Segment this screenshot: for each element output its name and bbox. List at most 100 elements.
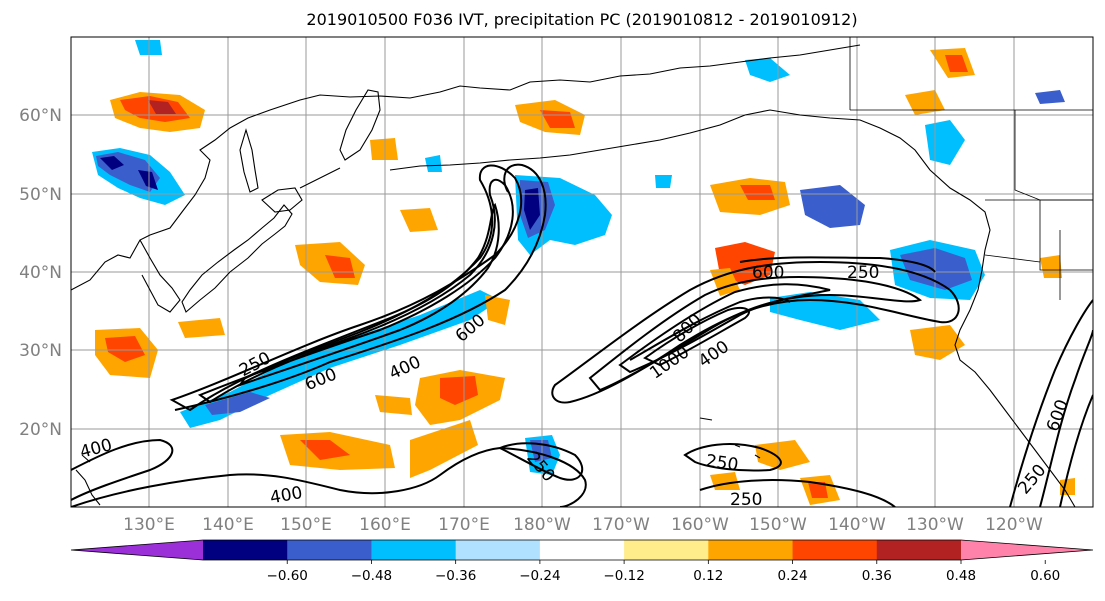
- ivt-contour-west-600: [237, 202, 500, 387]
- coastlines: [71, 44, 1076, 507]
- lon-label: 140°W: [828, 515, 886, 535]
- precip-negative-shading: [92, 40, 1065, 475]
- lon-label: 150°E: [280, 515, 332, 535]
- borders: [849, 37, 1093, 300]
- pos-anomaly-south-east-core: [808, 482, 828, 498]
- pos-anomaly-small-2: [370, 138, 398, 160]
- japan-hokkaido: [261, 187, 303, 213]
- lon-label: 120°W: [985, 515, 1043, 535]
- ivt-contour-west-250: [169, 164, 523, 412]
- pos-anomaly-gulf-alaska-core: [740, 185, 775, 200]
- colorbar-extend-low: [71, 540, 203, 560]
- lon-label: 160°E: [359, 515, 411, 535]
- contour-label: 250: [847, 263, 879, 283]
- ivt-contour-west-400: [197, 178, 514, 404]
- lon-label: 170°W: [592, 515, 650, 535]
- neg-anomaly-peak-2: [138, 170, 158, 190]
- ivt-contour-south-east-2: [699, 479, 896, 507]
- ivt-contours: [71, 163, 1093, 507]
- map-panel: 250 600 400 600 250 600 400 1000 800 600…: [70, 36, 1094, 510]
- lon-label: 150°W: [749, 515, 807, 535]
- ivt-contour-east-1000: [643, 307, 750, 367]
- kuril-aleutian-chain: [299, 114, 746, 189]
- longitude-labels: 130°E 140°E 150°E 160°E 170°E 180°W 170°…: [123, 515, 1043, 535]
- colorbar-bin: [876, 540, 962, 560]
- neg-anomaly-small-1: [425, 155, 442, 172]
- lat-label: 40°N: [19, 263, 62, 283]
- ivt-contour-east-600: [618, 283, 831, 374]
- lon-label: 180°W: [513, 515, 571, 535]
- colorbar-tick-label: 0.12: [693, 568, 723, 584]
- korea-coast: [139, 239, 181, 313]
- pos-anomaly-okhotsk-west-peak: [148, 100, 176, 114]
- pos-anomaly-western-pacific-core: [105, 336, 145, 362]
- asia-coast: [71, 44, 861, 291]
- neg-anomaly-central-pacific: [770, 292, 880, 330]
- neg-anomaly-aleutian-west-peak: [524, 188, 540, 230]
- kamchatka: [339, 89, 381, 161]
- colorbar-bin: [203, 540, 288, 560]
- neg-anomaly-north-2: [745, 58, 790, 82]
- contour-label: 400: [269, 483, 304, 508]
- colorbar-tick-label: −0.60: [267, 568, 308, 584]
- lon-label: 160°W: [671, 515, 729, 535]
- japan-kyushu-honshu: [181, 204, 293, 313]
- colorbar-extend-high: [961, 540, 1093, 560]
- pos-anomaly-small-5: [485, 295, 510, 325]
- pos-anomaly-small-3: [178, 318, 225, 338]
- neg-anomaly-subtropical-core: [205, 392, 270, 415]
- ivt-contour-east-north: [739, 256, 936, 273]
- hawaii: [699, 417, 761, 459]
- sakhalin: [239, 128, 259, 193]
- neg-anomaly-small-2: [655, 175, 672, 188]
- map-frame: [70, 36, 1094, 508]
- lon-label: 170°E: [438, 515, 490, 535]
- lat-label: 60°N: [19, 106, 62, 126]
- contour-label: 250: [730, 490, 762, 510]
- colorbar-bin: [539, 540, 625, 560]
- neg-anomaly-nw-coast-core: [900, 248, 972, 290]
- ivt-contour-south-west: [71, 438, 587, 507]
- lat-label: 20°N: [19, 420, 62, 440]
- colorbar-tick-label: 0.60: [1030, 568, 1060, 584]
- colorbar-tick-label: 0.24: [778, 568, 808, 584]
- pos-anomaly-subtropical-core: [440, 376, 478, 405]
- ivt-contour-east-400: [588, 276, 923, 392]
- colorbar-tick-label: −0.12: [603, 568, 644, 584]
- colorbar-bin: [371, 540, 457, 560]
- neg-anomaly-small-3: [1035, 90, 1065, 104]
- pos-anomaly-south-band-core: [300, 440, 350, 460]
- neg-anomaly-japan-sea-peak: [100, 156, 124, 170]
- lon-label: 140°E: [202, 515, 254, 535]
- lon-label: 130°E: [123, 515, 175, 535]
- colorbar-tick-label: −0.24: [519, 568, 560, 584]
- pos-anomaly-small-4: [375, 395, 412, 415]
- lat-label: 30°N: [19, 341, 62, 361]
- colorbar-tick-label: 0.48: [946, 568, 976, 584]
- contour-label: 600: [752, 263, 784, 283]
- ivt-contour-west-outer: [174, 163, 547, 411]
- ivt-contour-south-east-1: [683, 443, 782, 472]
- lat-label: 50°N: [19, 185, 62, 205]
- colorbar-bin: [624, 540, 709, 560]
- pos-anomaly-south-2: [410, 420, 478, 478]
- neg-anomaly-gulf-alaska: [800, 185, 865, 228]
- ivt-contour-south-mid: [499, 442, 584, 481]
- colorbar-bin: [792, 540, 878, 560]
- latitude-labels: 60°N 50°N 40°N 30°N 20°N: [19, 106, 62, 440]
- ivt-contour-east-inner: [629, 296, 791, 361]
- pos-anomaly-east-1: [910, 325, 965, 360]
- lon-label: 130°W: [906, 515, 964, 535]
- colorbar-outline: [70, 539, 1094, 561]
- colorbar-tick-label: 0.36: [862, 568, 892, 584]
- colorbar-tick-label: −0.48: [351, 568, 392, 584]
- alaska-coast: [744, 109, 1076, 507]
- contour-label: 250: [705, 451, 740, 475]
- ivt-contour-far-east: [1009, 299, 1093, 507]
- colorbar-bin: [708, 540, 794, 560]
- colorbar: −0.60 −0.48 −0.36 −0.24 −0.12 0.12 0.24 0.36 0.4…: [70, 539, 1094, 584]
- colorbar-tick-label: −0.36: [435, 568, 476, 584]
- pos-anomaly-hawaii-east: [755, 440, 810, 470]
- figure-title: 2019010500 F036 IVT, precipitation PC (2…: [306, 10, 857, 29]
